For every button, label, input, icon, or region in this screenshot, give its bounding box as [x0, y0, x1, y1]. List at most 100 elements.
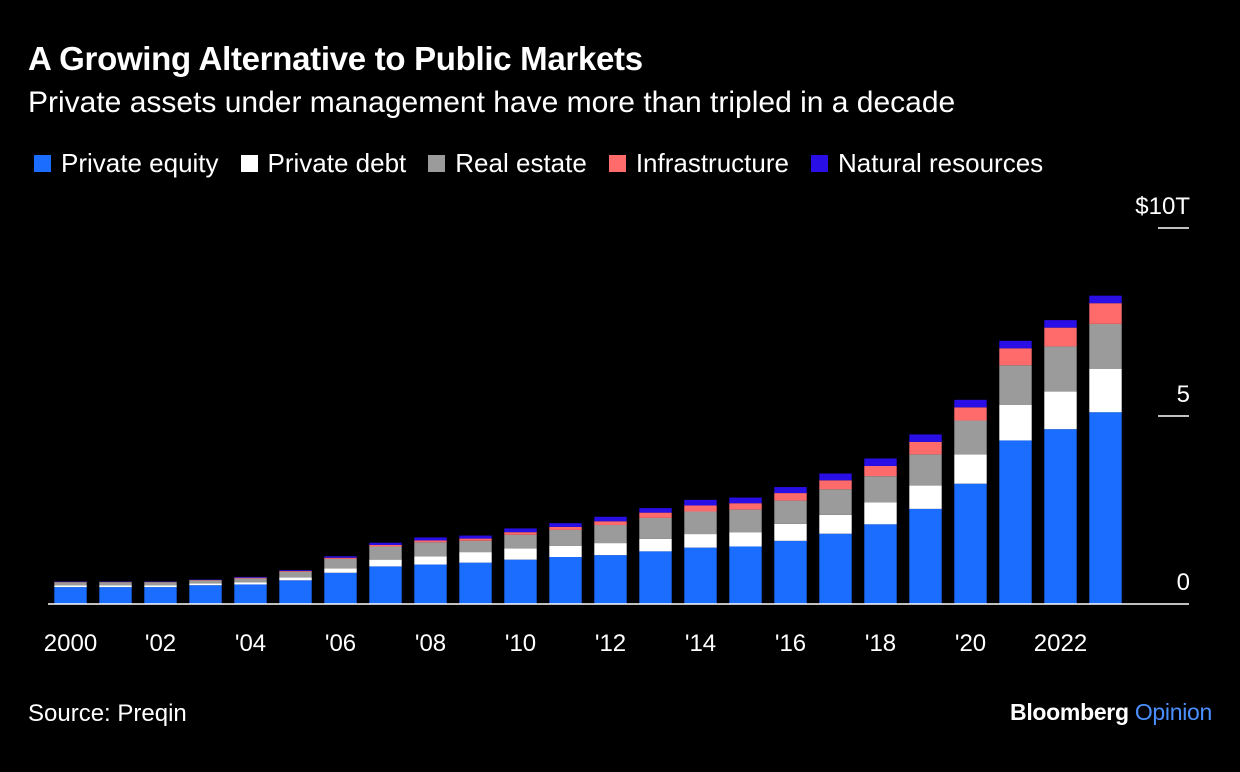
bar-segment-real-estate — [729, 509, 762, 533]
bar-segment-private-equity — [144, 587, 177, 604]
bar-segment-private-equity — [324, 572, 357, 604]
bar-segment-private-debt — [594, 543, 627, 556]
x-tick-label: '14 — [685, 630, 716, 657]
brand-opinion: Opinion — [1134, 699, 1212, 725]
bar-segment-private-equity — [234, 584, 267, 604]
bar-segment-infrastructure — [954, 407, 987, 421]
x-tick-label: '02 — [145, 630, 176, 657]
bar-segment-private-debt — [729, 532, 762, 547]
bar-segment-real-estate — [99, 582, 132, 586]
bar-segment-real-estate — [414, 542, 447, 557]
bar-segment-natural-resources — [909, 434, 942, 442]
bar-segment-private-equity — [99, 587, 132, 604]
bar-segment-private-equity — [999, 440, 1032, 604]
bar-segment-natural-resources — [999, 340, 1032, 349]
bar-segment-private-debt — [639, 538, 672, 552]
bar-segment-natural-resources — [684, 499, 717, 506]
bar-segment-real-estate — [774, 500, 807, 524]
bar-segment-infrastructure — [909, 441, 942, 455]
x-tick-label: '06 — [325, 630, 356, 657]
bar-segment-private-debt — [234, 582, 267, 585]
legend-swatch-natural-resources — [810, 155, 828, 172]
x-tick-label: '20 — [955, 630, 986, 657]
bar-segment-natural-resources — [459, 535, 492, 539]
bar-segment-private-equity — [729, 546, 762, 604]
bar-segment-infrastructure — [279, 570, 312, 572]
bar-segment-private-debt — [909, 485, 942, 509]
bar-segment-private-equity — [594, 555, 627, 604]
legend-label-private-equity: Private equity — [61, 148, 219, 178]
legend-label-natural-resources: Natural resources — [837, 148, 1044, 178]
bar-segment-natural-resources — [729, 497, 762, 504]
bar-segment-private-equity — [549, 557, 582, 604]
bar-segment-infrastructure — [549, 526, 582, 530]
chart-title: A Growing Alternative to Public Markets — [28, 40, 643, 77]
bar-segment-real-estate — [999, 365, 1032, 405]
bar-segment-private-debt — [54, 585, 87, 588]
bar-segment-natural-resources — [279, 570, 312, 571]
bar-segment-private-debt — [324, 568, 357, 573]
brand-bloomberg: Bloomberg — [1010, 699, 1129, 725]
bar-segment-infrastructure — [684, 505, 717, 512]
bar-segment-natural-resources — [369, 542, 402, 545]
x-tick-label: '04 — [235, 630, 266, 657]
bar-segment-private-equity — [639, 551, 672, 604]
bar-segment-real-estate — [594, 525, 627, 544]
bar-segment-private-debt — [459, 552, 492, 563]
bar-segment-private-debt — [549, 545, 582, 557]
bar-segment-real-estate — [459, 540, 492, 553]
legend-item-natural-resources: Natural resources — [810, 148, 1044, 179]
bar-segment-private-debt — [684, 534, 717, 548]
chart-subtitle: Private assets under management have mor… — [28, 86, 956, 119]
bar-segment-private-debt — [819, 514, 852, 534]
bar-segment-real-estate — [1044, 346, 1077, 392]
bar-segment-private-equity — [954, 483, 987, 604]
bar-segment-infrastructure — [999, 348, 1032, 366]
bar-segment-private-debt — [99, 585, 132, 588]
bar-segment-natural-resources — [504, 528, 537, 533]
legend-item-private-equity: Private equity — [34, 148, 219, 179]
y-tick-label: 5 — [1177, 381, 1190, 408]
bar-segment-infrastructure — [774, 493, 807, 501]
x-tick-label: 2022 — [1034, 630, 1087, 657]
bar-segment-infrastructure — [504, 532, 537, 535]
bar-segment-real-estate — [369, 546, 402, 560]
bar-segment-private-equity — [279, 580, 312, 604]
x-tick-label: '16 — [775, 630, 806, 657]
bar-segment-private-equity — [1089, 412, 1122, 604]
bar-segment-natural-resources — [1089, 295, 1122, 304]
bar-segment-private-equity — [504, 559, 537, 604]
legend-label-real-estate: Real estate — [455, 148, 587, 178]
bar-segment-private-debt — [279, 577, 312, 581]
bar-segment-real-estate — [279, 571, 312, 578]
bar-segment-natural-resources — [1044, 320, 1077, 328]
legend-swatch-infrastructure — [608, 155, 626, 172]
bar-segment-natural-resources — [774, 487, 807, 494]
bar-segment-private-debt — [954, 454, 987, 484]
bar-segment-real-estate — [549, 529, 582, 546]
bar-segment-private-debt — [414, 556, 447, 565]
bar-segment-private-equity — [459, 562, 492, 604]
bar-segment-natural-resources — [954, 399, 987, 408]
bar-segment-private-debt — [1089, 369, 1122, 413]
bar-segment-infrastructure — [324, 557, 357, 559]
bar-segment-private-equity — [684, 547, 717, 604]
bar-segment-private-equity — [1044, 429, 1077, 604]
bar-segment-infrastructure — [369, 544, 402, 547]
bar-segment-infrastructure — [819, 480, 852, 490]
bar-segment-private-equity — [189, 585, 222, 604]
x-tick-label: '12 — [595, 630, 626, 657]
legend-swatch-private-equity — [34, 155, 51, 172]
bar-segment-private-equity — [774, 540, 807, 604]
bar-segment-natural-resources — [819, 473, 852, 481]
legend: Private equity Private debt Real estate … — [34, 148, 1065, 179]
bar-segment-real-estate — [1089, 323, 1122, 369]
bar-segment-private-debt — [369, 559, 402, 567]
bar-segment-real-estate — [234, 578, 267, 583]
bar-segment-private-equity — [864, 524, 897, 604]
x-tick-label: '10 — [505, 630, 536, 657]
bar-segment-natural-resources — [864, 458, 897, 467]
bar-segment-real-estate — [819, 489, 852, 515]
bar-segment-infrastructure — [639, 512, 672, 518]
